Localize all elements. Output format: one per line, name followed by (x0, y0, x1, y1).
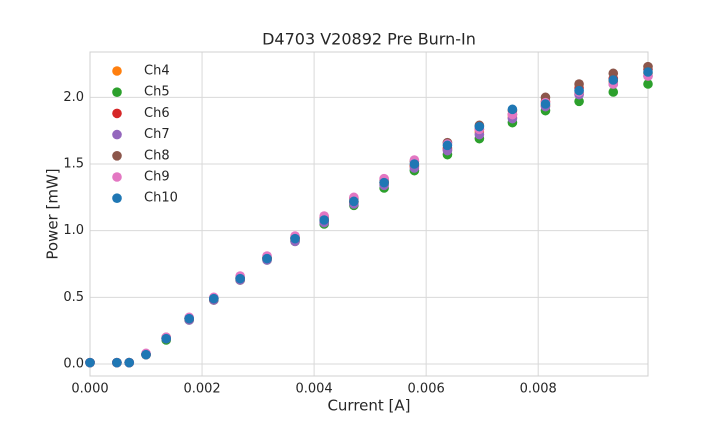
legend-marker (112, 87, 122, 97)
legend-label: Ch4 (144, 64, 170, 79)
y-axis-label: Power [mW] (44, 168, 62, 259)
point (184, 313, 194, 324)
legend-marker (112, 129, 122, 140)
legend-label: Ch6 (144, 106, 170, 121)
point (290, 233, 300, 244)
point (379, 177, 389, 188)
x-tick-label: 0.004 (295, 382, 332, 397)
point (608, 68, 619, 79)
legend-marker (112, 66, 122, 76)
x-tick-label: 0.008 (520, 382, 557, 397)
legend-marker (112, 172, 122, 182)
point (141, 349, 151, 360)
y-tick-label: 1.0 (63, 223, 84, 238)
point (643, 67, 653, 77)
chart-title: D4703 V20892 Pre Burn-In (262, 30, 476, 49)
x-axis-label: Current [A] (327, 397, 410, 415)
legend-marker (112, 108, 122, 119)
y-tick-label: 0.0 (63, 357, 84, 372)
y-tick-label: 0.5 (63, 290, 84, 305)
point (574, 85, 584, 96)
legend-label: Ch5 (144, 85, 170, 100)
point (574, 96, 584, 107)
y-tick-label: 1.5 (63, 157, 84, 172)
point (574, 79, 584, 89)
legend-marker (112, 151, 122, 161)
point (608, 87, 619, 97)
plot-frame (89, 51, 649, 377)
legend-label: Ch8 (144, 148, 170, 163)
point (209, 293, 219, 304)
point (262, 253, 272, 264)
point (409, 159, 420, 169)
point (540, 99, 551, 109)
point (349, 196, 359, 207)
point (85, 357, 95, 368)
point (319, 215, 329, 225)
point (161, 333, 171, 344)
point (608, 75, 619, 85)
point (507, 104, 518, 115)
point (124, 357, 135, 368)
point (474, 121, 485, 132)
x-tick-label: 0.000 (71, 382, 108, 397)
point (643, 79, 653, 89)
y-tick-label: 2.0 (63, 90, 84, 105)
x-tick-label: 0.006 (408, 382, 445, 397)
legend-label: Ch9 (144, 170, 170, 185)
legend-label: Ch10 (144, 191, 178, 206)
point (112, 357, 122, 368)
series (85, 67, 653, 368)
point (442, 140, 453, 151)
point (235, 273, 245, 284)
x-tick-label: 0.002 (183, 382, 220, 397)
legend-label: Ch7 (144, 127, 170, 142)
legend-marker (112, 193, 122, 203)
